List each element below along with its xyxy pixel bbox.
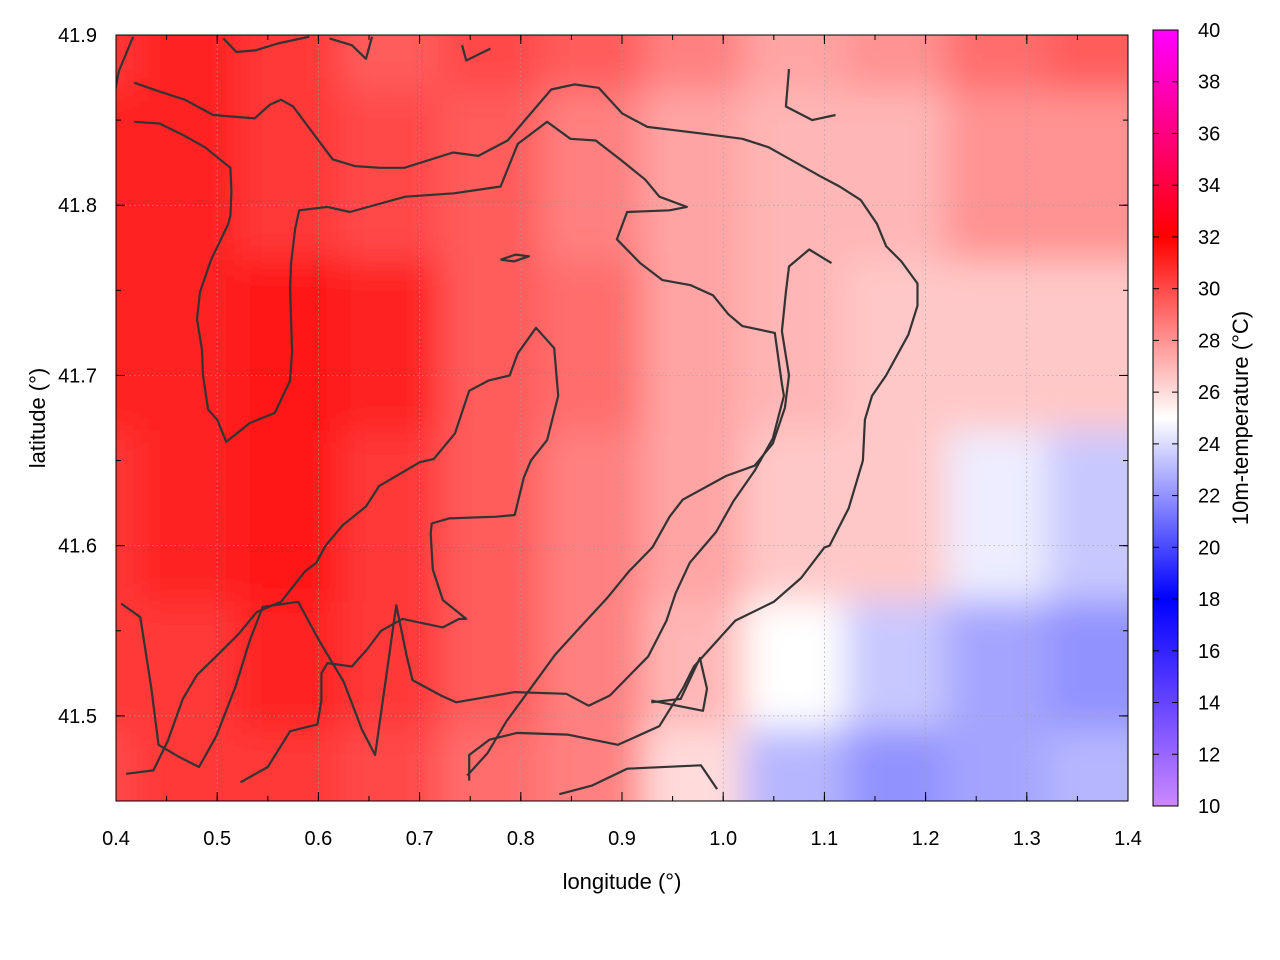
colorbar-title: 10m-temperature (°C) (1228, 311, 1253, 525)
contour-line (466, 248, 833, 777)
colorbar-tick-label: 40 (1198, 20, 1220, 42)
x-tick-label: 1.4 (1114, 828, 1142, 850)
colorbar-tick-label: 26 (1198, 382, 1220, 404)
colorbar-tick-label: 28 (1198, 330, 1220, 352)
colorbar-tick-label: 30 (1198, 279, 1220, 301)
y-tick-label: 41.9 (58, 25, 97, 47)
x-tick-label: 1.0 (709, 828, 737, 850)
colorbar-tick-label: 14 (1198, 693, 1220, 715)
y-axis-title: latitude (°) (25, 368, 50, 469)
x-tick-label: 1.1 (810, 828, 838, 850)
colorbar-tick-label: 18 (1198, 589, 1220, 611)
colorbar-tick-label: 12 (1198, 744, 1220, 766)
colorbar (1152, 29, 1179, 807)
y-tick-label: 41.8 (58, 195, 97, 217)
colorbar-tick-label: 38 (1198, 72, 1220, 94)
colorbar-tick-label: 10 (1198, 796, 1220, 818)
contour-line (559, 764, 719, 796)
contour-lines (116, 35, 919, 796)
contour-line (500, 253, 530, 263)
x-tick-label: 0.4 (102, 828, 130, 850)
x-tick-label: 0.9 (608, 828, 636, 850)
contour-line (116, 36, 135, 92)
contour-line (329, 36, 374, 60)
x-tick-label: 1.2 (912, 828, 940, 850)
x-tick-label: 0.8 (507, 828, 535, 850)
contour-line (120, 120, 785, 769)
colorbar-tick-label: 32 (1198, 227, 1220, 249)
x-tick-label: 0.6 (304, 828, 332, 850)
x-tick-label: 0.5 (203, 828, 231, 850)
colorbar-tick-label: 24 (1198, 434, 1220, 456)
colorbar-tick-label: 36 (1198, 123, 1220, 145)
heatmap-cell (1047, 728, 1128, 801)
contour-line (222, 35, 310, 54)
x-axis-ticks: 0.4 0.5 0.6 0.7 0.8 0.9 1.0 1.1 1.2 1.3 1.4 (102, 35, 1142, 850)
colorbar-tick-label: 20 (1198, 537, 1220, 559)
colorbar-tick-label: 16 (1198, 641, 1220, 663)
y-tick-label: 41.5 (58, 706, 97, 728)
contour-line (651, 656, 709, 712)
colorbar-tick-label: 34 (1198, 175, 1220, 197)
contour-line (125, 326, 560, 784)
contour-line (461, 44, 491, 62)
y-tick-label: 41.7 (58, 365, 97, 387)
y-tick-label: 41.6 (58, 536, 97, 558)
x-tick-label: 0.7 (406, 828, 434, 850)
y-axis-ticks: 41.5 41.6 41.7 41.8 41.9 (58, 25, 1128, 802)
contour-line (784, 68, 836, 122)
x-tick-label: 1.3 (1013, 828, 1041, 850)
colorbar-tick-label: 22 (1198, 486, 1220, 508)
grid-lines (116, 35, 1128, 801)
contour-line (133, 81, 919, 781)
x-axis-title: longitude (°) (563, 869, 682, 894)
colorbar-ticks: 10 12 14 16 18 20 22 24 26 28 30 32 34 36 38 40 (1153, 20, 1220, 818)
